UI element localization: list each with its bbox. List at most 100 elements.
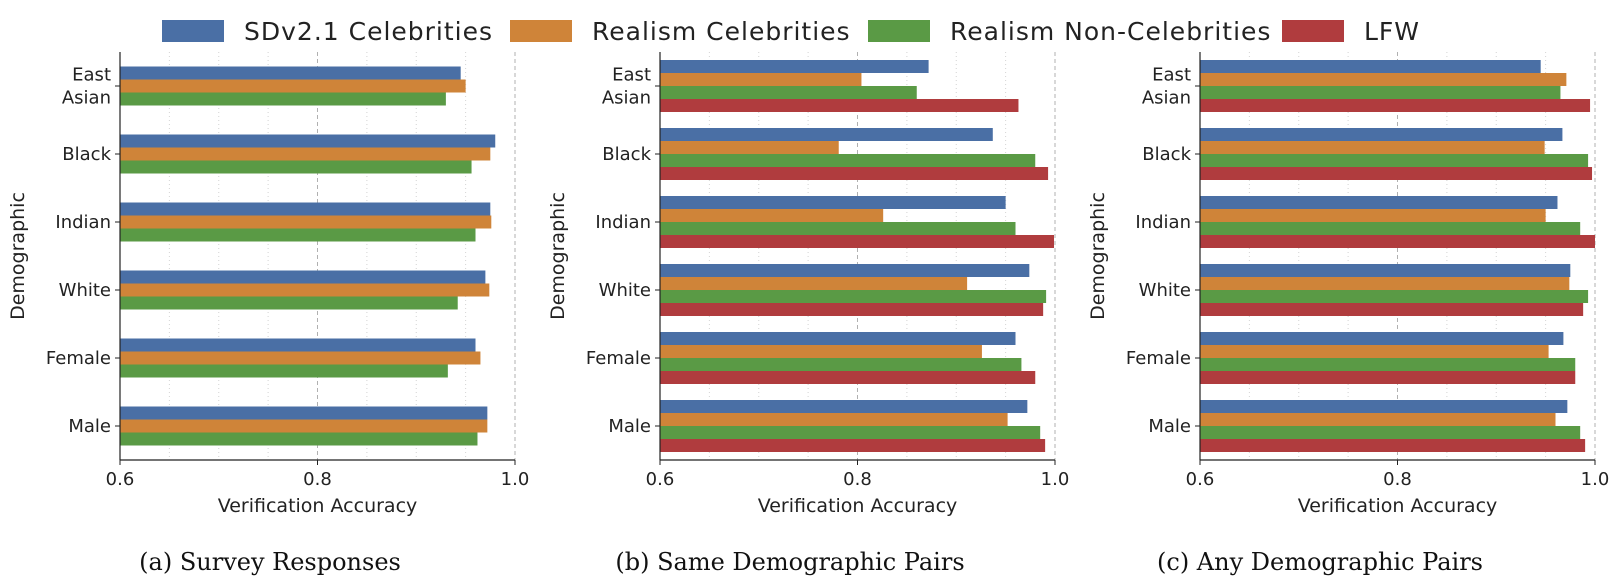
x-axis-title: Verification Accuracy [218, 495, 418, 517]
y-tick-label: East Asian [602, 65, 651, 109]
legend-label: Realism Non-Celebrities [950, 16, 1272, 46]
bar [1200, 290, 1589, 303]
x-tick-label: 0.6 [106, 469, 135, 490]
x-axis-title: Verification Accuracy [1298, 495, 1498, 517]
bar [1200, 196, 1558, 209]
chart-caption: (b) Same Demographic Pairs [615, 548, 965, 576]
bar [660, 264, 1030, 277]
bar [1200, 358, 1576, 371]
bar [120, 147, 491, 161]
bar [660, 141, 839, 154]
chart-panel: East Asian Black Indian White Female Male 0.6 0.… [547, 52, 1070, 517]
x-tick-label: 0.8 [1383, 469, 1412, 490]
bar [1200, 426, 1581, 439]
bar [120, 79, 466, 93]
y-tick-label: Male [68, 416, 111, 437]
bar [1200, 413, 1556, 426]
bar [660, 332, 1016, 345]
x-axis-title: Verification Accuracy [758, 495, 958, 517]
bar [660, 86, 917, 99]
bar [1200, 345, 1549, 358]
y-tick-label: White [1139, 280, 1191, 301]
bar [660, 358, 1022, 371]
chart-panel: East Asian Black Indian White Female Male 0.6 0.… [1087, 52, 1610, 517]
bar [660, 167, 1049, 180]
legend-swatch [1282, 20, 1344, 42]
legend-label: SDv2.1 Celebrities [244, 16, 494, 46]
bar [1200, 303, 1584, 316]
chart-panel: East Asian Black Indian White Female Male 0.6 0.… [7, 52, 530, 517]
bar [120, 338, 476, 352]
x-tick-label: 1.0 [501, 469, 530, 490]
y-tick-label: Indian [55, 212, 111, 233]
bar [660, 371, 1036, 384]
bar [660, 73, 862, 86]
legend-swatch [868, 20, 930, 42]
bar [120, 92, 446, 106]
bar [120, 228, 476, 242]
legend-label: Realism Celebrities [592, 16, 851, 46]
y-tick-label: East Asian [62, 65, 111, 109]
y-tick-label: Black [602, 144, 651, 165]
bar [660, 345, 982, 358]
bar [120, 66, 461, 80]
bar [120, 270, 486, 284]
bar [1200, 332, 1564, 345]
y-axis-title: Demographic [547, 192, 569, 320]
x-tick-label: 1.0 [1041, 469, 1070, 490]
bar [120, 215, 492, 229]
bar [1200, 222, 1581, 235]
chart-caption: (a) Survey Responses [139, 548, 401, 576]
legend-item: SDv2.1 Celebrities [162, 16, 493, 46]
x-tick-label: 1.0 [1581, 469, 1610, 490]
bar [660, 413, 1008, 426]
x-tick-label: 0.6 [1186, 469, 1215, 490]
bar [1200, 154, 1589, 167]
bar [660, 303, 1044, 316]
bar [1200, 400, 1568, 413]
bar [1200, 167, 1593, 180]
legend: SDv2.1 Celebrities Realism Celebrities Rea… [0, 8, 1620, 52]
y-tick-label: Female [586, 348, 651, 369]
y-tick-label: Male [1148, 416, 1191, 437]
bar [1200, 264, 1571, 277]
legend-swatch [162, 20, 224, 42]
bar [1200, 439, 1586, 452]
bar [120, 406, 488, 420]
x-tick-label: 0.6 [646, 469, 675, 490]
bar [1200, 128, 1563, 141]
bar [660, 196, 1006, 209]
y-tick-label: White [59, 280, 111, 301]
bar [120, 134, 496, 148]
bar [660, 400, 1028, 413]
bar [120, 351, 481, 365]
bar [1200, 86, 1561, 99]
bar [660, 154, 1036, 167]
bar [660, 235, 1055, 248]
bar [660, 60, 929, 73]
legend-item: LFW [1282, 16, 1420, 46]
bar [660, 128, 993, 141]
y-tick-label: White [599, 280, 651, 301]
legend-label: LFW [1364, 16, 1421, 46]
y-axis-title: Demographic [1087, 192, 1109, 320]
chart-caption: (c) Any Demographic Pairs [1157, 548, 1483, 576]
bar [1200, 73, 1567, 86]
bar [1200, 60, 1541, 73]
bar [660, 277, 968, 290]
legend-item: Realism Non-Celebrities [868, 16, 1271, 46]
bar [120, 364, 448, 378]
y-tick-label: Black [62, 144, 111, 165]
bar [120, 283, 490, 297]
legend-swatch [510, 20, 572, 42]
y-tick-label: Indian [1135, 212, 1191, 233]
x-tick-label: 0.8 [843, 469, 872, 490]
bar [1200, 277, 1570, 290]
y-tick-label: Black [1142, 144, 1191, 165]
bar [660, 439, 1046, 452]
bar [1200, 99, 1591, 112]
bar [120, 160, 472, 174]
bar [120, 296, 458, 310]
x-tick-label: 0.8 [303, 469, 332, 490]
bar [120, 419, 488, 433]
